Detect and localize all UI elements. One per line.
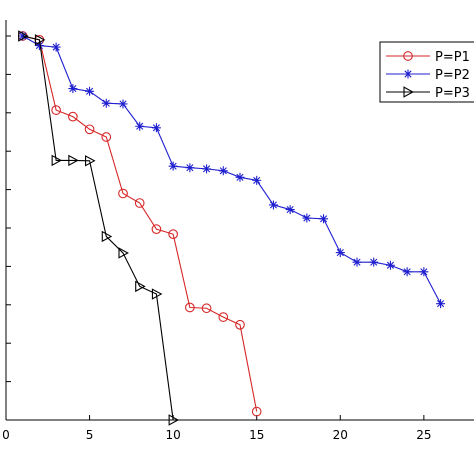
series-2-point bbox=[335, 248, 345, 258]
series-3-point bbox=[168, 414, 180, 426]
series-2-point bbox=[302, 213, 312, 223]
series-2-point bbox=[118, 99, 128, 109]
series-2-point bbox=[151, 123, 161, 133]
series-3-point bbox=[34, 34, 46, 46]
x-tick-label: 15 bbox=[249, 428, 264, 442]
series-2-point bbox=[235, 172, 245, 182]
legend-marker-3 bbox=[403, 86, 414, 98]
x-tick-label: 20 bbox=[333, 428, 348, 442]
series-2-point bbox=[402, 267, 412, 277]
series-1-point bbox=[185, 302, 195, 313]
series-2-point bbox=[285, 205, 295, 215]
series-1-point bbox=[201, 303, 212, 314]
series-2-point bbox=[34, 41, 44, 51]
series-1-point bbox=[68, 111, 78, 122]
series-2-point bbox=[369, 257, 379, 267]
x-tick-label: 0 bbox=[2, 428, 10, 442]
series-1-point bbox=[118, 188, 128, 199]
series-1-point bbox=[235, 319, 245, 330]
legend-marker-2 bbox=[403, 69, 413, 79]
series-3-point bbox=[151, 288, 163, 300]
series-2-point bbox=[68, 84, 78, 94]
series-3-point bbox=[51, 154, 63, 167]
series-1-point bbox=[168, 229, 178, 239]
series-2-point bbox=[218, 166, 228, 176]
series-1-point bbox=[101, 132, 112, 142]
x-tick-label: 10 bbox=[166, 428, 181, 442]
legend: P=P1 P=P2 P=P3 bbox=[379, 41, 474, 103]
series-3 bbox=[18, 30, 180, 426]
series-2-point bbox=[135, 121, 145, 131]
series-1-line bbox=[22, 35, 258, 412]
series-1-point bbox=[134, 198, 145, 208]
series-3-point bbox=[135, 280, 146, 293]
series-2-point bbox=[202, 164, 212, 174]
series-2-point bbox=[85, 86, 95, 96]
series-3-point bbox=[18, 30, 29, 42]
x-tick-label: 5 bbox=[86, 428, 94, 442]
series-2-point bbox=[51, 42, 61, 52]
series-3-point bbox=[101, 230, 113, 243]
series-2-point bbox=[101, 98, 111, 108]
axes: 0 5 10 15 20 25 bbox=[2, 20, 474, 442]
series-1-point bbox=[151, 224, 162, 235]
series-1-point bbox=[251, 406, 262, 417]
series-3-line bbox=[22, 35, 174, 421]
series-2 bbox=[18, 31, 446, 309]
series-3-point bbox=[85, 155, 96, 167]
series-2-point bbox=[185, 163, 195, 173]
series-2-point bbox=[385, 260, 395, 270]
legend-label-2: P=P2 bbox=[435, 68, 470, 83]
legend-label-3: P=P3 bbox=[435, 86, 470, 101]
x-tick-label: 25 bbox=[416, 428, 431, 442]
series-2-point bbox=[436, 299, 446, 309]
series-1-point bbox=[218, 312, 229, 322]
series-2-point bbox=[252, 175, 262, 185]
series-2-point bbox=[419, 267, 429, 277]
series-2-point bbox=[352, 257, 362, 267]
series-2-point bbox=[319, 214, 329, 224]
legend-label-1: P=P1 bbox=[435, 50, 470, 65]
legend-marker-1 bbox=[403, 51, 413, 61]
series-3-point bbox=[118, 247, 129, 259]
series-3-point bbox=[68, 154, 79, 167]
series-2-point bbox=[268, 200, 278, 210]
series-layer bbox=[17, 30, 446, 426]
series-2-point bbox=[168, 161, 178, 171]
series-1-point bbox=[51, 105, 61, 115]
series-1-point bbox=[84, 124, 95, 135]
